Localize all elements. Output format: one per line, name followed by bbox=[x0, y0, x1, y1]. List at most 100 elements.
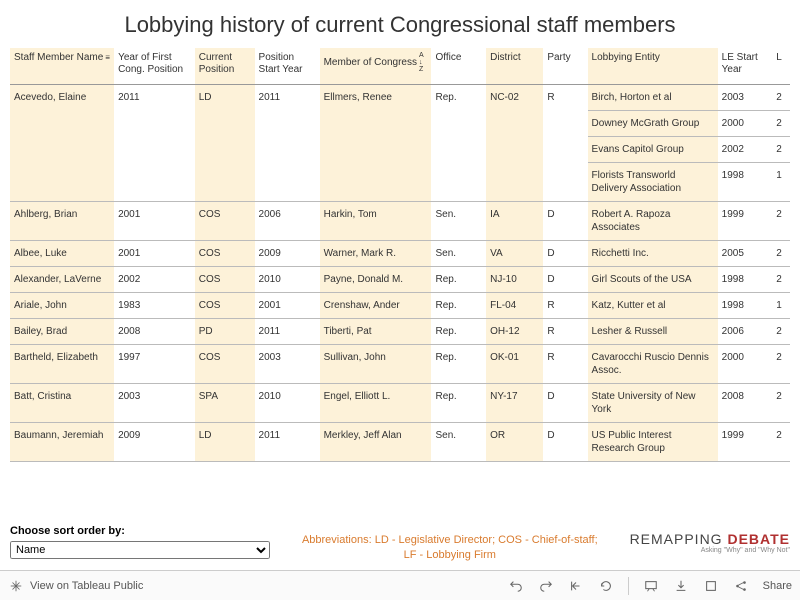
cell: 2010 bbox=[255, 267, 320, 293]
cell: 2002 bbox=[718, 137, 773, 163]
cell: OH-12 bbox=[486, 319, 543, 345]
cell: COS bbox=[195, 267, 255, 293]
table-row[interactable]: Acevedo, Elaine2011LD2011Ellmers, ReneeR… bbox=[10, 85, 790, 111]
cell: Sen. bbox=[431, 423, 486, 462]
cell: Rep. bbox=[431, 293, 486, 319]
cell: US Public Interest Research Group bbox=[588, 423, 718, 462]
cell: Merkley, Jeff Alan bbox=[320, 423, 432, 462]
cell: Batt, Cristina bbox=[10, 384, 114, 423]
cell: 2003 bbox=[114, 384, 195, 423]
cell: NJ-10 bbox=[486, 267, 543, 293]
col-le-end[interactable]: L bbox=[772, 48, 790, 85]
sort-control: Choose sort order by: Name bbox=[10, 525, 270, 559]
cell: Harkin, Tom bbox=[320, 202, 432, 241]
cell: D bbox=[543, 202, 587, 241]
cell: PD bbox=[195, 319, 255, 345]
cell: COS bbox=[195, 241, 255, 267]
share-icon[interactable] bbox=[733, 578, 749, 594]
cell: D bbox=[543, 384, 587, 423]
fullscreen-icon[interactable] bbox=[703, 578, 719, 594]
sort-select[interactable]: Name bbox=[10, 541, 270, 559]
cell: NC-02 bbox=[486, 85, 543, 202]
col-le-start[interactable]: LE Start Year bbox=[718, 48, 773, 85]
cell: Ahlberg, Brian bbox=[10, 202, 114, 241]
refresh-icon[interactable] bbox=[598, 578, 614, 594]
cell: 2 bbox=[772, 137, 790, 163]
cell: COS bbox=[195, 293, 255, 319]
cell: Warner, Mark R. bbox=[320, 241, 432, 267]
table-row[interactable]: Baumann, Jeremiah2009LD2011Merkley, Jeff… bbox=[10, 423, 790, 462]
tableau-logo-icon[interactable] bbox=[8, 578, 24, 594]
cell: Girl Scouts of the USA bbox=[588, 267, 718, 293]
cell: 2 bbox=[772, 319, 790, 345]
cell: R bbox=[543, 319, 587, 345]
cell: Cavarocchi Ruscio Dennis Assoc. bbox=[588, 345, 718, 384]
cell: 1983 bbox=[114, 293, 195, 319]
presentation-icon[interactable] bbox=[643, 578, 659, 594]
cell: OR bbox=[486, 423, 543, 462]
col-current-position[interactable]: Current Position bbox=[195, 48, 255, 85]
table-row[interactable]: Ariale, John1983COS2001Crenshaw, AnderRe… bbox=[10, 293, 790, 319]
cell: 2 bbox=[772, 241, 790, 267]
cell: Alexander, LaVerne bbox=[10, 267, 114, 293]
cell: Ariale, John bbox=[10, 293, 114, 319]
cell: R bbox=[543, 345, 587, 384]
table-row[interactable]: Batt, Cristina2003SPA2010Engel, Elliott … bbox=[10, 384, 790, 423]
cell: 2 bbox=[772, 345, 790, 384]
data-table: Staff Member Name≡ Year of First Cong. P… bbox=[10, 48, 790, 462]
col-staff-name[interactable]: Staff Member Name≡ bbox=[10, 48, 114, 85]
cell: Rep. bbox=[431, 319, 486, 345]
cell: 2001 bbox=[114, 241, 195, 267]
cell: 2008 bbox=[114, 319, 195, 345]
cell: 1 bbox=[772, 293, 790, 319]
cell: VA bbox=[486, 241, 543, 267]
cell: Birch, Horton et al bbox=[588, 85, 718, 111]
sort-icon: ≡ bbox=[105, 53, 110, 63]
col-lobbying-entity[interactable]: Lobbying Entity bbox=[588, 48, 718, 85]
cell: 2011 bbox=[255, 85, 320, 202]
cell: 2 bbox=[772, 111, 790, 137]
table-row[interactable]: Ahlberg, Brian2001COS2006Harkin, TomSen.… bbox=[10, 202, 790, 241]
cell: COS bbox=[195, 202, 255, 241]
cell: 2006 bbox=[255, 202, 320, 241]
remapping-debate-logo: REMAPPING DEBATE Asking "Why" and "Why N… bbox=[630, 525, 790, 554]
cell: Lesher & Russell bbox=[588, 319, 718, 345]
redo-icon[interactable] bbox=[538, 578, 554, 594]
cell: 1 bbox=[772, 163, 790, 202]
undo-icon[interactable] bbox=[508, 578, 524, 594]
cell: 2 bbox=[772, 384, 790, 423]
share-button[interactable]: Share bbox=[763, 580, 792, 592]
cell: Engel, Elliott L. bbox=[320, 384, 432, 423]
cell: 1999 bbox=[718, 423, 773, 462]
col-first-year[interactable]: Year of First Cong. Position bbox=[114, 48, 195, 85]
cell: Downey McGrath Group bbox=[588, 111, 718, 137]
cell: State University of New York bbox=[588, 384, 718, 423]
view-on-public-link[interactable]: View on Tableau Public bbox=[30, 580, 143, 592]
col-member-congress[interactable]: Member of CongressA↓Z bbox=[320, 48, 432, 85]
cell: SPA bbox=[195, 384, 255, 423]
table-row[interactable]: Bartheld, Elizabeth1997COS2003Sullivan, … bbox=[10, 345, 790, 384]
col-office[interactable]: Office bbox=[431, 48, 486, 85]
cell: Bartheld, Elizabeth bbox=[10, 345, 114, 384]
revert-icon[interactable] bbox=[568, 578, 584, 594]
cell: 2002 bbox=[114, 267, 195, 293]
table-row[interactable]: Bailey, Brad2008PD2011Tiberti, PatRep.OH… bbox=[10, 319, 790, 345]
cell: Ellmers, Renee bbox=[320, 85, 432, 202]
cell: Robert A. Rapoza Associates bbox=[588, 202, 718, 241]
cell: D bbox=[543, 267, 587, 293]
tableau-toolbar: View on Tableau Public Share bbox=[0, 570, 800, 600]
table-row[interactable]: Alexander, LaVerne2002COS2010Payne, Dona… bbox=[10, 267, 790, 293]
download-icon[interactable] bbox=[673, 578, 689, 594]
cell: 2 bbox=[772, 202, 790, 241]
cell: 2001 bbox=[114, 202, 195, 241]
col-district[interactable]: District bbox=[486, 48, 543, 85]
cell: NY-17 bbox=[486, 384, 543, 423]
cell: 2011 bbox=[114, 85, 195, 202]
cell: Bailey, Brad bbox=[10, 319, 114, 345]
cell: 2000 bbox=[718, 345, 773, 384]
col-party[interactable]: Party bbox=[543, 48, 587, 85]
cell: Rep. bbox=[431, 384, 486, 423]
col-position-start[interactable]: Position Start Year bbox=[255, 48, 320, 85]
toolbar-divider bbox=[628, 577, 629, 595]
table-row[interactable]: Albee, Luke2001COS2009Warner, Mark R.Sen… bbox=[10, 241, 790, 267]
